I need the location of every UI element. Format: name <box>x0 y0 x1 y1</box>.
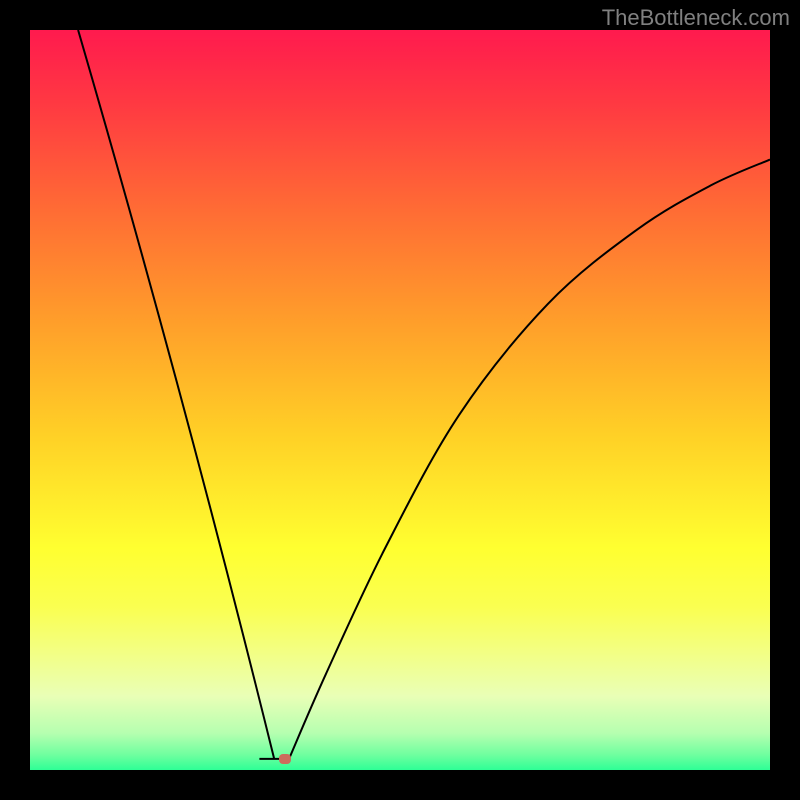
bottleneck-curve <box>30 30 770 770</box>
chart-plot-area <box>30 30 770 770</box>
optimal-point-marker <box>279 754 291 764</box>
watermark-text: TheBottleneck.com <box>602 5 790 31</box>
